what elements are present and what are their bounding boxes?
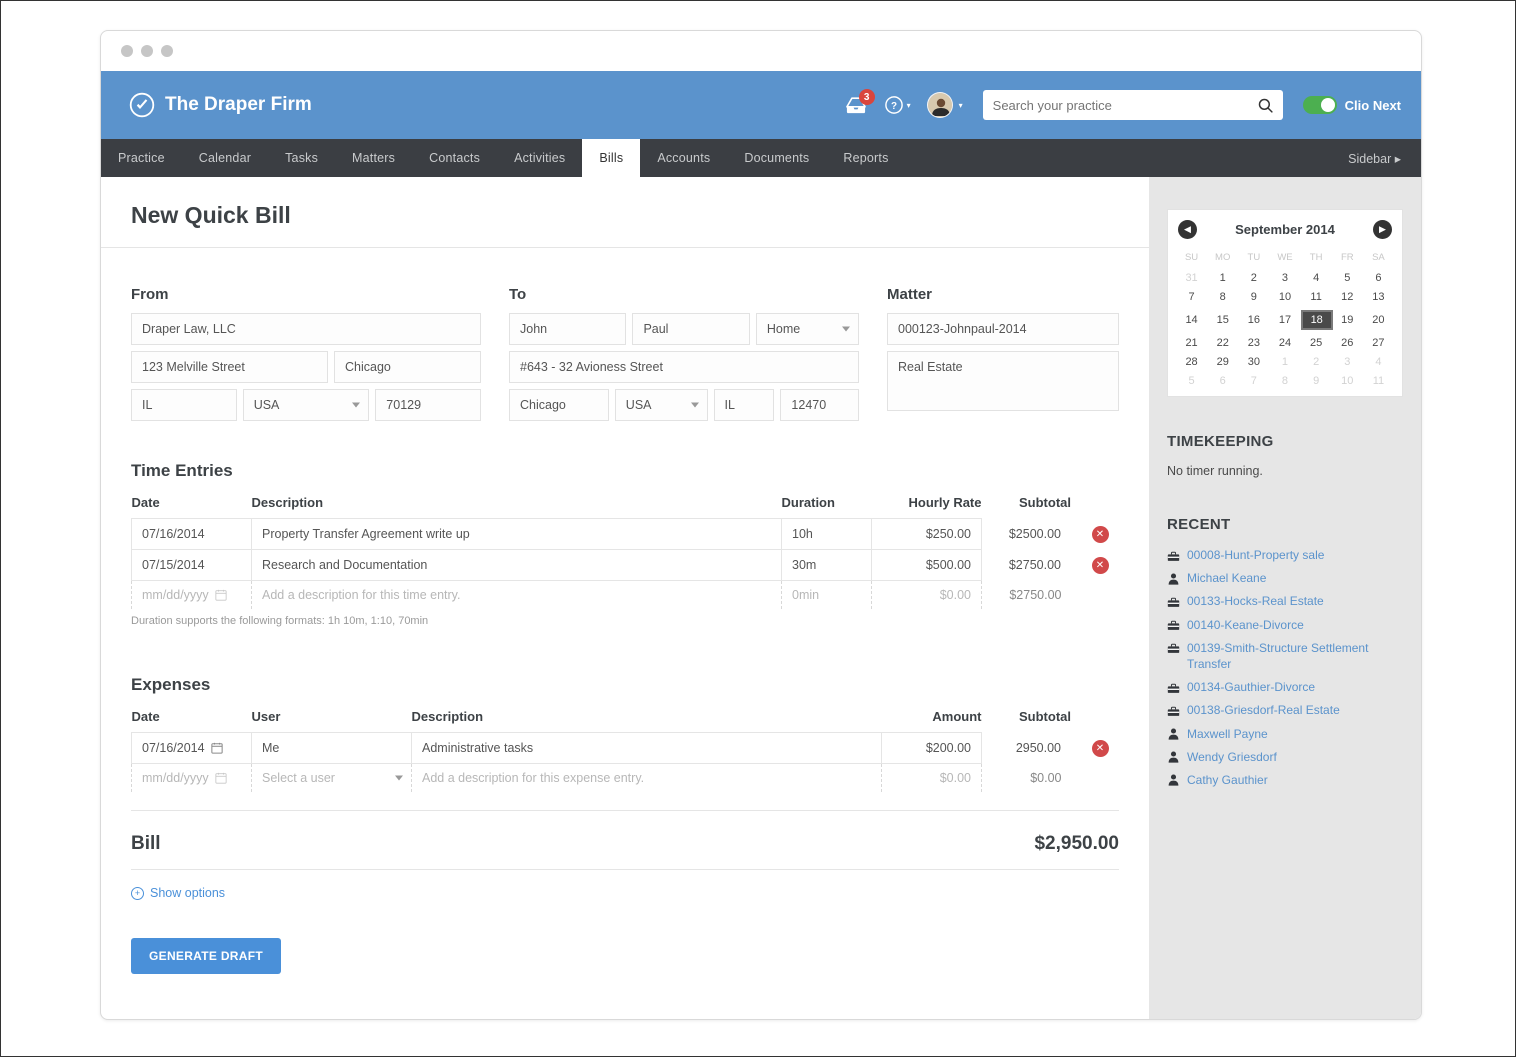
svg-text:?: ? [891,101,897,112]
